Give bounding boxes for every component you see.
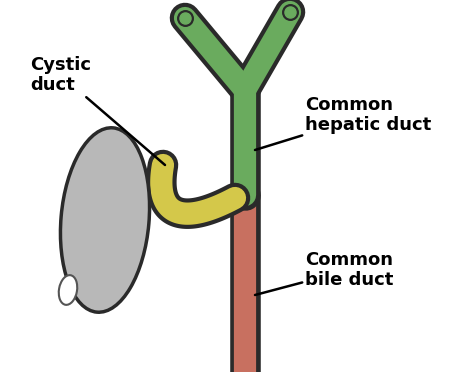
Text: Common
hepatic duct: Common hepatic duct: [255, 96, 431, 150]
Ellipse shape: [59, 275, 77, 305]
Text: Common
bile duct: Common bile duct: [255, 251, 393, 295]
Ellipse shape: [60, 128, 150, 312]
Text: Cystic
duct: Cystic duct: [30, 55, 165, 165]
